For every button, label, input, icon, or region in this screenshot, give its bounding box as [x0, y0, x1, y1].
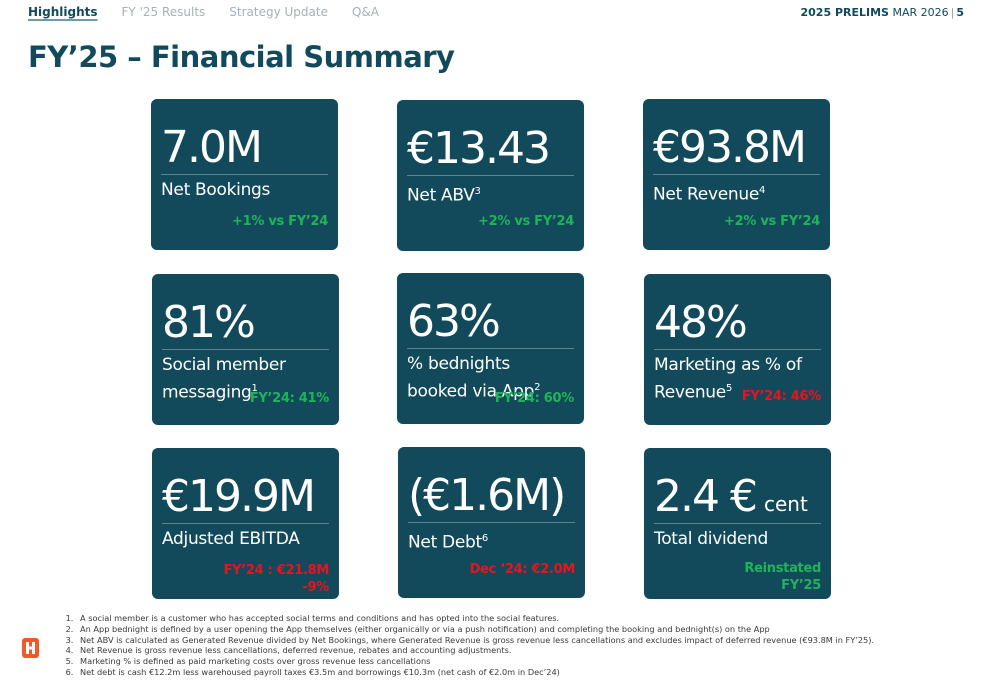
divider: [162, 349, 329, 350]
kpi-label: Adjusted EBITDA: [162, 529, 300, 549]
kpi-value: 81%: [162, 297, 256, 348]
deck-info: 2025 PRELIMS MAR 2026 | 5: [801, 6, 965, 19]
divider: [407, 348, 574, 349]
divider: [654, 349, 821, 350]
kpi-card-net-revenue: €93.8M Net Revenue4 +2% vs FY’24: [643, 99, 830, 250]
page-title: FY’25 – Financial Summary: [28, 40, 455, 74]
footnote-item: Marketing % is defined as paid marketing…: [76, 656, 874, 667]
footnote-item: An App bednight is defined by a user ope…: [76, 624, 874, 635]
footnote-ref: 1: [251, 383, 258, 394]
footnote-ref: 3: [474, 186, 481, 197]
kpi-comparison: FY’24: 46%: [741, 389, 821, 404]
tab-fy25-results[interactable]: FY '25 Results: [121, 5, 206, 19]
kpi-card-social-messaging: 81% Social member messaging1 FY’24: 41%: [152, 274, 339, 425]
hostelworld-h-logo-icon: [22, 638, 39, 658]
kpi-label: Net Bookings: [161, 180, 271, 200]
kpi-comparison-line2: FY’25: [781, 578, 821, 593]
kpi-label: Net ABV3: [407, 185, 481, 206]
kpi-comparison: FY’24: 41%: [249, 391, 329, 406]
footnote-ref: 6: [481, 533, 488, 544]
kpi-value-unit: cent: [763, 492, 808, 516]
kpi-comparison: Dec ‘24: €2.0M: [469, 562, 576, 577]
kpi-comparison: Reinstated FY’25: [744, 560, 821, 594]
kpi-card-adjusted-ebitda: €19.9M Adjusted EBITDA FY’24 : €21.8M -9…: [152, 448, 339, 599]
kpi-value: €93.8M: [653, 122, 807, 173]
deck-date: MAR 2026: [892, 6, 949, 19]
kpi-card-net-debt: (€1.6M) Net Debt6 Dec ‘24: €2.0M: [398, 447, 585, 598]
kpi-comparison: FY’24: 60%: [494, 391, 574, 406]
kpi-value: €13.43: [407, 123, 551, 174]
kpi-value: 7.0M: [161, 122, 263, 173]
kpi-label: Net Revenue4: [653, 184, 766, 205]
divider: [653, 174, 820, 175]
footnote-ref: 4: [758, 185, 766, 196]
deck-separator: |: [950, 6, 955, 19]
kpi-comparison-line1: Reinstated: [744, 561, 821, 576]
footnote-ref: 2: [534, 382, 541, 393]
footnote-item: Net Revenue is gross revenue less cancel…: [76, 645, 874, 656]
kpi-value: (€1.6M): [408, 470, 566, 521]
deck-name: 2025 PRELIMS: [800, 6, 889, 19]
kpi-value: 2.4 € cent: [654, 471, 808, 522]
kpi-comparison-prior: FY’24 : €21.8M: [223, 563, 330, 578]
kpi-card-app-bednights: 63% % bednights booked via App2 FY’24: 6…: [397, 273, 584, 424]
kpi-value: 48%: [654, 297, 748, 348]
kpi-label: Social member messaging1: [162, 355, 286, 403]
kpi-card-total-dividend: 2.4 € cent Total dividend Reinstated FY’2…: [644, 448, 831, 599]
divider: [407, 175, 574, 176]
tab-highlights[interactable]: Highlights: [28, 5, 98, 19]
tab-qa[interactable]: Q&A: [352, 5, 380, 19]
kpi-card-net-abv: €13.43 Net ABV3 +2% vs FY’24: [397, 100, 584, 251]
kpi-card-net-bookings: 7.0M Net Bookings +1% vs FY’24: [151, 99, 338, 250]
kpi-label: Net Debt6: [408, 532, 488, 553]
kpi-comparison: +1% vs FY’24: [232, 214, 328, 229]
divider: [654, 523, 821, 524]
kpi-label: Total dividend: [654, 529, 769, 549]
divider: [162, 523, 329, 524]
kpi-label: Marketing as % of Revenue5: [654, 355, 802, 403]
tab-strategy-update[interactable]: Strategy Update: [229, 5, 328, 19]
kpi-card-marketing-pct: 48% Marketing as % of Revenue5 FY’24: 46…: [644, 274, 831, 425]
divider: [161, 174, 328, 175]
kpi-comparison: FY’24 : €21.8M -9%: [223, 562, 330, 596]
kpi-label: % bednights booked via App2: [407, 354, 541, 402]
footnote-item: Net ABV is calculated as Generated Reven…: [76, 635, 874, 646]
divider: [408, 522, 575, 523]
section-nav: Highlights FY '25 Results Strategy Updat…: [28, 5, 403, 19]
kpi-value: 63%: [407, 296, 501, 347]
footnotes: A social member is a customer who has ac…: [60, 613, 874, 678]
footnote-ref: 5: [725, 383, 732, 394]
footnote-item: A social member is a customer who has ac…: [76, 613, 874, 624]
page-number: 5: [956, 6, 964, 19]
footnote-item: Net debt is cash €12.2m less warehoused …: [76, 667, 874, 678]
kpi-comparison: +2% vs FY’24: [478, 214, 574, 229]
kpi-comparison: +2% vs FY’24: [724, 214, 820, 229]
kpi-value: €19.9M: [162, 471, 316, 522]
kpi-comparison-change: -9%: [302, 580, 329, 595]
